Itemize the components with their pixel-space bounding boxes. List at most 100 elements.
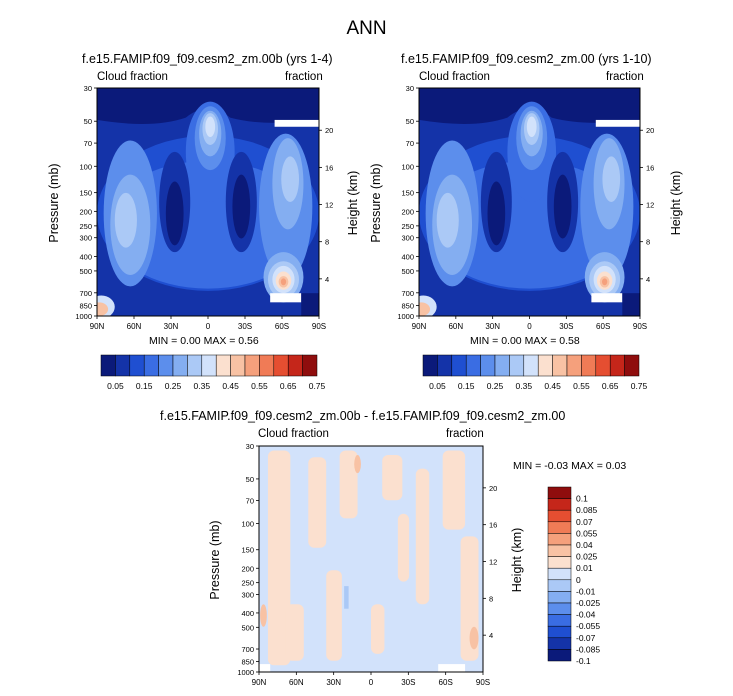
panel-1-htick-4: 4: [325, 275, 329, 284]
panel-1-field: [97, 88, 319, 316]
panel-3-spot-1: [469, 626, 479, 650]
colorbar-2-swatch-1: [437, 354, 453, 377]
colorbar-3-swatch-4: [547, 533, 572, 546]
panel-1-xtick-4: 30S: [238, 322, 252, 331]
panel-3-patch-9: [371, 604, 385, 654]
panel-3-xtick-3: 0: [369, 678, 374, 687]
panel-3-patch-1: [308, 457, 327, 548]
colorbar-3-swatch-6: [547, 556, 572, 569]
panel-3-patch-8: [285, 604, 304, 661]
colorbar-2-swatch-14: [624, 354, 640, 377]
panel-3-ptick-2: 70: [246, 497, 254, 506]
colorbar-1-label-6: 0.65: [280, 381, 297, 391]
panel-2-title: f.e15.FAMIP.f09_f09.cesm2_zm.00 (yrs 1-1…: [401, 52, 652, 66]
panel-3-patch-3: [382, 455, 403, 501]
panel-3-patch-2: [339, 450, 358, 519]
colorbar-1-swatch-12: [273, 354, 289, 377]
panel-1-title: f.e15.FAMIP.f09_f09.cesm2_zm.00b (yrs 1-…: [82, 52, 333, 66]
panel-1-ptick-5: 200: [79, 207, 92, 216]
panel-1-ptick-7: 300: [79, 234, 92, 243]
panel-2-htick-0: 20: [646, 126, 654, 135]
panel-1-htick-0: 20: [325, 126, 333, 135]
panel-1-xtick-6: 90S: [312, 322, 326, 331]
panel-3-ptick-3: 100: [241, 520, 254, 529]
colorbar-3-swatch-13: [547, 637, 572, 650]
colorbar-1-swatch-6: [187, 354, 203, 377]
panel-2-ptick-8: 400: [401, 252, 414, 261]
panel-3-htick-2: 12: [489, 558, 497, 567]
colorbar-3-label-0: 0.1: [576, 494, 588, 504]
panel-2-contour-12: [526, 116, 537, 138]
colorbar-1-label-1: 0.15: [136, 381, 153, 391]
panel-3-minmax: MIN = -0.03 MAX = 0.03: [513, 460, 627, 472]
panel-2-ptick-2: 70: [406, 139, 414, 148]
colorbar-3-swatch-8: [547, 579, 572, 592]
colorbar-1-label-5: 0.55: [251, 381, 268, 391]
colorbar-2-swatch-12: [595, 354, 611, 377]
colorbar-3-label-12: -0.07: [576, 633, 596, 643]
panel-3-ptick-7: 300: [241, 590, 254, 599]
panel-1-xtick-0: 90N: [90, 322, 105, 331]
panel-2-xtick-4: 30S: [559, 322, 573, 331]
panel-2-contour-6: [436, 192, 459, 248]
panel-1-left-label: Cloud fraction: [97, 71, 168, 83]
panel-3-htick-3: 8: [489, 594, 493, 603]
colorbar-2-label-6: 0.65: [602, 381, 619, 391]
panel-2-htick-4: 4: [646, 275, 650, 284]
panel-3-patch-5: [442, 450, 466, 530]
colorbar-3-swatch-5: [547, 544, 572, 557]
colorbar-3-label-2: 0.07: [576, 517, 593, 527]
panel-3-ptick-12: 1000: [237, 668, 254, 677]
panel-2-ylabel: Pressure (mb): [369, 163, 383, 243]
colorbar-1-label-4: 0.45: [222, 381, 239, 391]
panel-2-contour-15: [487, 181, 506, 246]
colorbar-1-swatch-2: [129, 354, 145, 377]
panel-1-ptick-9: 500: [79, 267, 92, 276]
colorbar-1-swatch-8: [215, 354, 231, 377]
colorbar-3-swatch-11: [547, 614, 572, 627]
colorbar-1-swatch-5: [172, 354, 188, 377]
colorbar-3-label-13: -0.085: [576, 644, 600, 654]
panel-2-left-label: Cloud fraction: [419, 71, 490, 83]
colorbar-3-label-10: -0.04: [576, 610, 596, 620]
colorbar-2-swatch-6: [509, 354, 525, 377]
panel-2-ptick-3: 100: [401, 162, 414, 171]
colorbar-3-label-1: 0.085: [576, 505, 598, 515]
panel-3-xtick-5: 60S: [439, 678, 453, 687]
colorbar-1-swatch-10: [244, 354, 260, 377]
panel-3-xtick-6: 90S: [476, 678, 490, 687]
panel-1-contour-7: [281, 156, 300, 202]
panel-1-xtick-3: 0: [206, 322, 211, 331]
panel-1-ptick-8: 400: [79, 252, 92, 261]
panel-2-ptick-6: 250: [401, 222, 414, 231]
panel-1-ptick-0: 30: [84, 84, 92, 93]
panel-3-xtick-4: 30S: [401, 678, 415, 687]
colorbar-2-label-1: 0.15: [458, 381, 475, 391]
panel-2-xtick-1: 60N: [448, 322, 463, 331]
panel-1-missing-surface: [270, 293, 302, 303]
panel-2-contour-1: [427, 160, 632, 289]
panel-1-xtick-5: 60S: [275, 322, 289, 331]
colorbar-1-label-0: 0.05: [107, 381, 124, 391]
colorbar-1-swatch-7: [201, 354, 217, 377]
panel-1-ptick-1: 50: [84, 117, 92, 126]
colorbar-3-swatch-2: [547, 509, 572, 523]
colorbar-1-swatch-14: [302, 354, 318, 377]
colorbar-2-swatch-7: [523, 354, 539, 377]
panel-3-xtick-2: 30N: [326, 678, 341, 687]
colorbar-2-swatch-3: [465, 354, 481, 377]
panel-1-ptick-2: 70: [84, 139, 92, 148]
panel-1-contour-22: [280, 278, 287, 286]
panel-2-missing-upper: [595, 119, 640, 127]
panel-1-xtick-2: 30N: [164, 322, 179, 331]
panel-3-ptick-6: 250: [241, 579, 254, 588]
panel-3-xtick-0: 90N: [252, 678, 267, 687]
panel-1-ptick-6: 250: [79, 222, 92, 231]
colorbar-1-swatch-0: [100, 354, 116, 377]
panel-3-left-label: Cloud fraction: [258, 428, 329, 440]
colorbar-2-swatch-13: [609, 354, 625, 377]
panel-1-xtick-1: 60N: [127, 322, 142, 331]
panel-2-field: [419, 88, 640, 316]
colorbar-1-swatch-4: [158, 354, 174, 377]
